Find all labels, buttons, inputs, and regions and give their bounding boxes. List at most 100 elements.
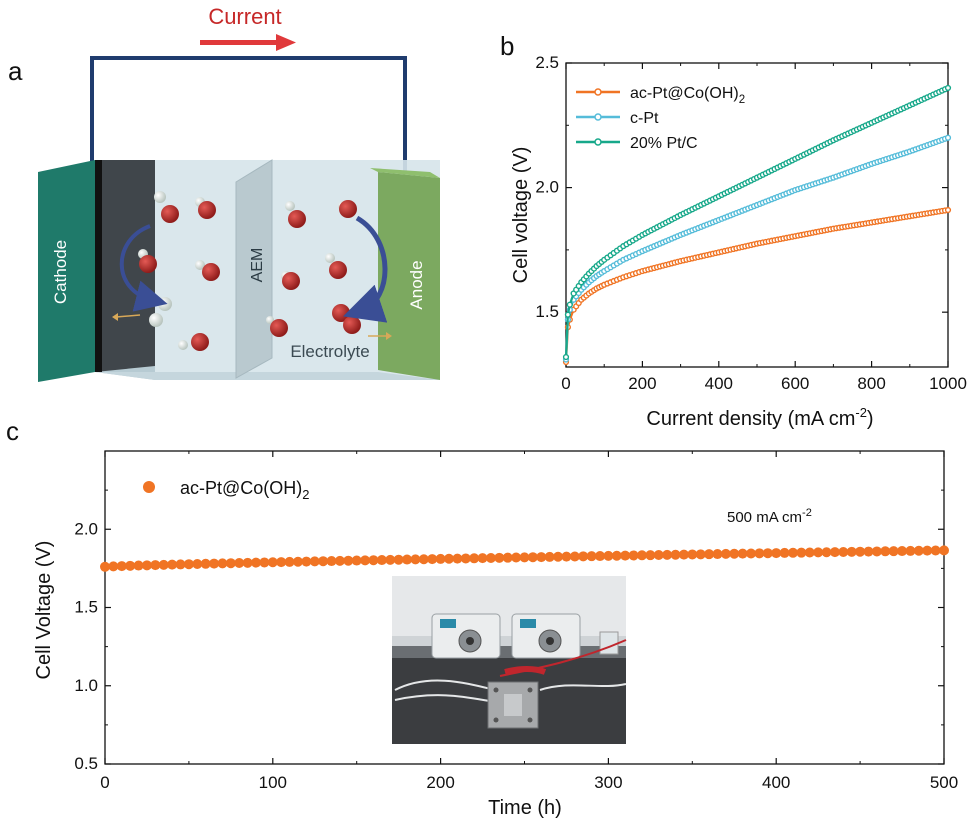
- plot-frame: [565, 62, 949, 368]
- legend-label: ac-Pt@Co(OH)2: [630, 85, 745, 106]
- legend-marker: [594, 88, 602, 96]
- data-point: [564, 311, 572, 318]
- data-point: [779, 547, 790, 558]
- data-point: [687, 549, 698, 560]
- data-point: [553, 551, 564, 562]
- data-point: [944, 134, 952, 141]
- y-tick-label: 2.5: [535, 53, 559, 72]
- data-point: [225, 558, 236, 569]
- cathode-plate: [38, 160, 95, 382]
- series-points: [100, 545, 949, 572]
- x-tick-label: 400: [705, 374, 733, 393]
- data-point: [519, 552, 530, 563]
- data-point: [838, 546, 849, 557]
- y-tick-label: 2.0: [535, 178, 559, 197]
- x-tick-label: 0: [100, 773, 109, 792]
- y-tick-label: 1.0: [74, 676, 98, 695]
- data-point: [704, 549, 715, 560]
- data-point: [284, 556, 295, 567]
- panel-c-axes: 0 100 200 300 400 500 0.5 1.0 1.5 2.0: [74, 450, 958, 792]
- data-point: [620, 550, 631, 561]
- x-tick-label: 200: [426, 773, 454, 792]
- y-tick-label: 1.5: [74, 598, 98, 617]
- water-molecule: [154, 191, 179, 223]
- x-tick-label: 200: [628, 374, 656, 393]
- data-point: [813, 547, 824, 558]
- data-point: [150, 560, 161, 571]
- data-point: [125, 560, 136, 571]
- data-point: [678, 549, 689, 560]
- cycle-arrow-right: [343, 215, 388, 323]
- data-point: [360, 555, 371, 566]
- current-label: Current: [208, 4, 281, 29]
- panel-b-series: [562, 84, 952, 366]
- data-point: [804, 547, 815, 558]
- data-point: [561, 551, 572, 562]
- y-tick-label: 1.5: [535, 302, 559, 321]
- data-point: [737, 548, 748, 559]
- data-point: [385, 554, 396, 565]
- inset-photo: [392, 576, 627, 744]
- data-point: [477, 553, 488, 564]
- data-point: [276, 557, 287, 568]
- x-tick-label: 0: [561, 374, 570, 393]
- data-point: [485, 552, 496, 563]
- data-point: [636, 550, 647, 561]
- panel-c-chart: c 0 100 200 300 400 500 0.5 1.0 1.5 2.0 ac-Pt@Co(…: [6, 416, 958, 819]
- data-point: [192, 558, 203, 569]
- panel-c-letter: c: [6, 416, 19, 446]
- legend-item: ac-Pt@Co(OH)2: [143, 478, 310, 502]
- y-tick-label: 2.0: [74, 519, 98, 538]
- data-point: [301, 556, 312, 567]
- data-point: [158, 559, 169, 570]
- data-point: [435, 553, 446, 564]
- data-point: [653, 550, 664, 561]
- y-tick-label: 0.5: [74, 754, 98, 773]
- data-point: [108, 561, 119, 572]
- panel-b-chart: b 0 200 400 600 800 1000 1.5 2.0 2.5 ac-Pt@Co(OH…: [500, 31, 967, 430]
- anode-label: Anode: [407, 260, 426, 309]
- data-point: [183, 559, 194, 570]
- x-tick-label: 100: [259, 773, 287, 792]
- series-line: [562, 206, 952, 366]
- panel-a-letter: a: [8, 56, 23, 86]
- data-point: [318, 556, 329, 567]
- data-point: [611, 550, 622, 561]
- legend-marker: [594, 138, 602, 146]
- data-point: [771, 548, 782, 559]
- data-point: [469, 553, 480, 564]
- data-point: [544, 551, 555, 562]
- data-point: [670, 549, 681, 560]
- data-point: [729, 548, 740, 559]
- water-molecule: [138, 249, 157, 273]
- data-point: [578, 551, 589, 562]
- panel-b-axes: 0 200 400 600 800 1000 1.5 2.0 2.5: [535, 53, 967, 393]
- panel-c-xlabel: Time (h): [488, 797, 562, 819]
- data-point: [603, 550, 614, 561]
- data-point: [175, 559, 186, 570]
- data-point: [586, 551, 597, 562]
- cycle-arrow-left: [119, 224, 168, 312]
- data-point: [368, 555, 379, 566]
- data-point: [939, 545, 949, 556]
- data-point: [443, 553, 454, 564]
- data-point: [133, 560, 144, 571]
- water-molecule: [325, 253, 347, 279]
- water-molecule: [195, 260, 220, 281]
- data-point: [944, 84, 952, 92]
- water-molecule: [285, 201, 306, 228]
- legend-label: 20% Pt/C: [630, 135, 698, 152]
- data-point: [259, 557, 270, 568]
- data-point: [855, 546, 866, 557]
- series-path: [564, 86, 949, 358]
- data-point: [796, 547, 807, 558]
- data-point: [418, 554, 429, 565]
- water-molecule: [266, 316, 288, 337]
- data-point: [569, 551, 580, 562]
- panel-c-legend: ac-Pt@Co(OH)2: [143, 478, 310, 502]
- circuit-wire: [90, 56, 407, 172]
- x-tick-label: 1000: [929, 374, 967, 393]
- data-point: [511, 552, 522, 563]
- data-point: [292, 556, 303, 567]
- data-point: [880, 546, 891, 557]
